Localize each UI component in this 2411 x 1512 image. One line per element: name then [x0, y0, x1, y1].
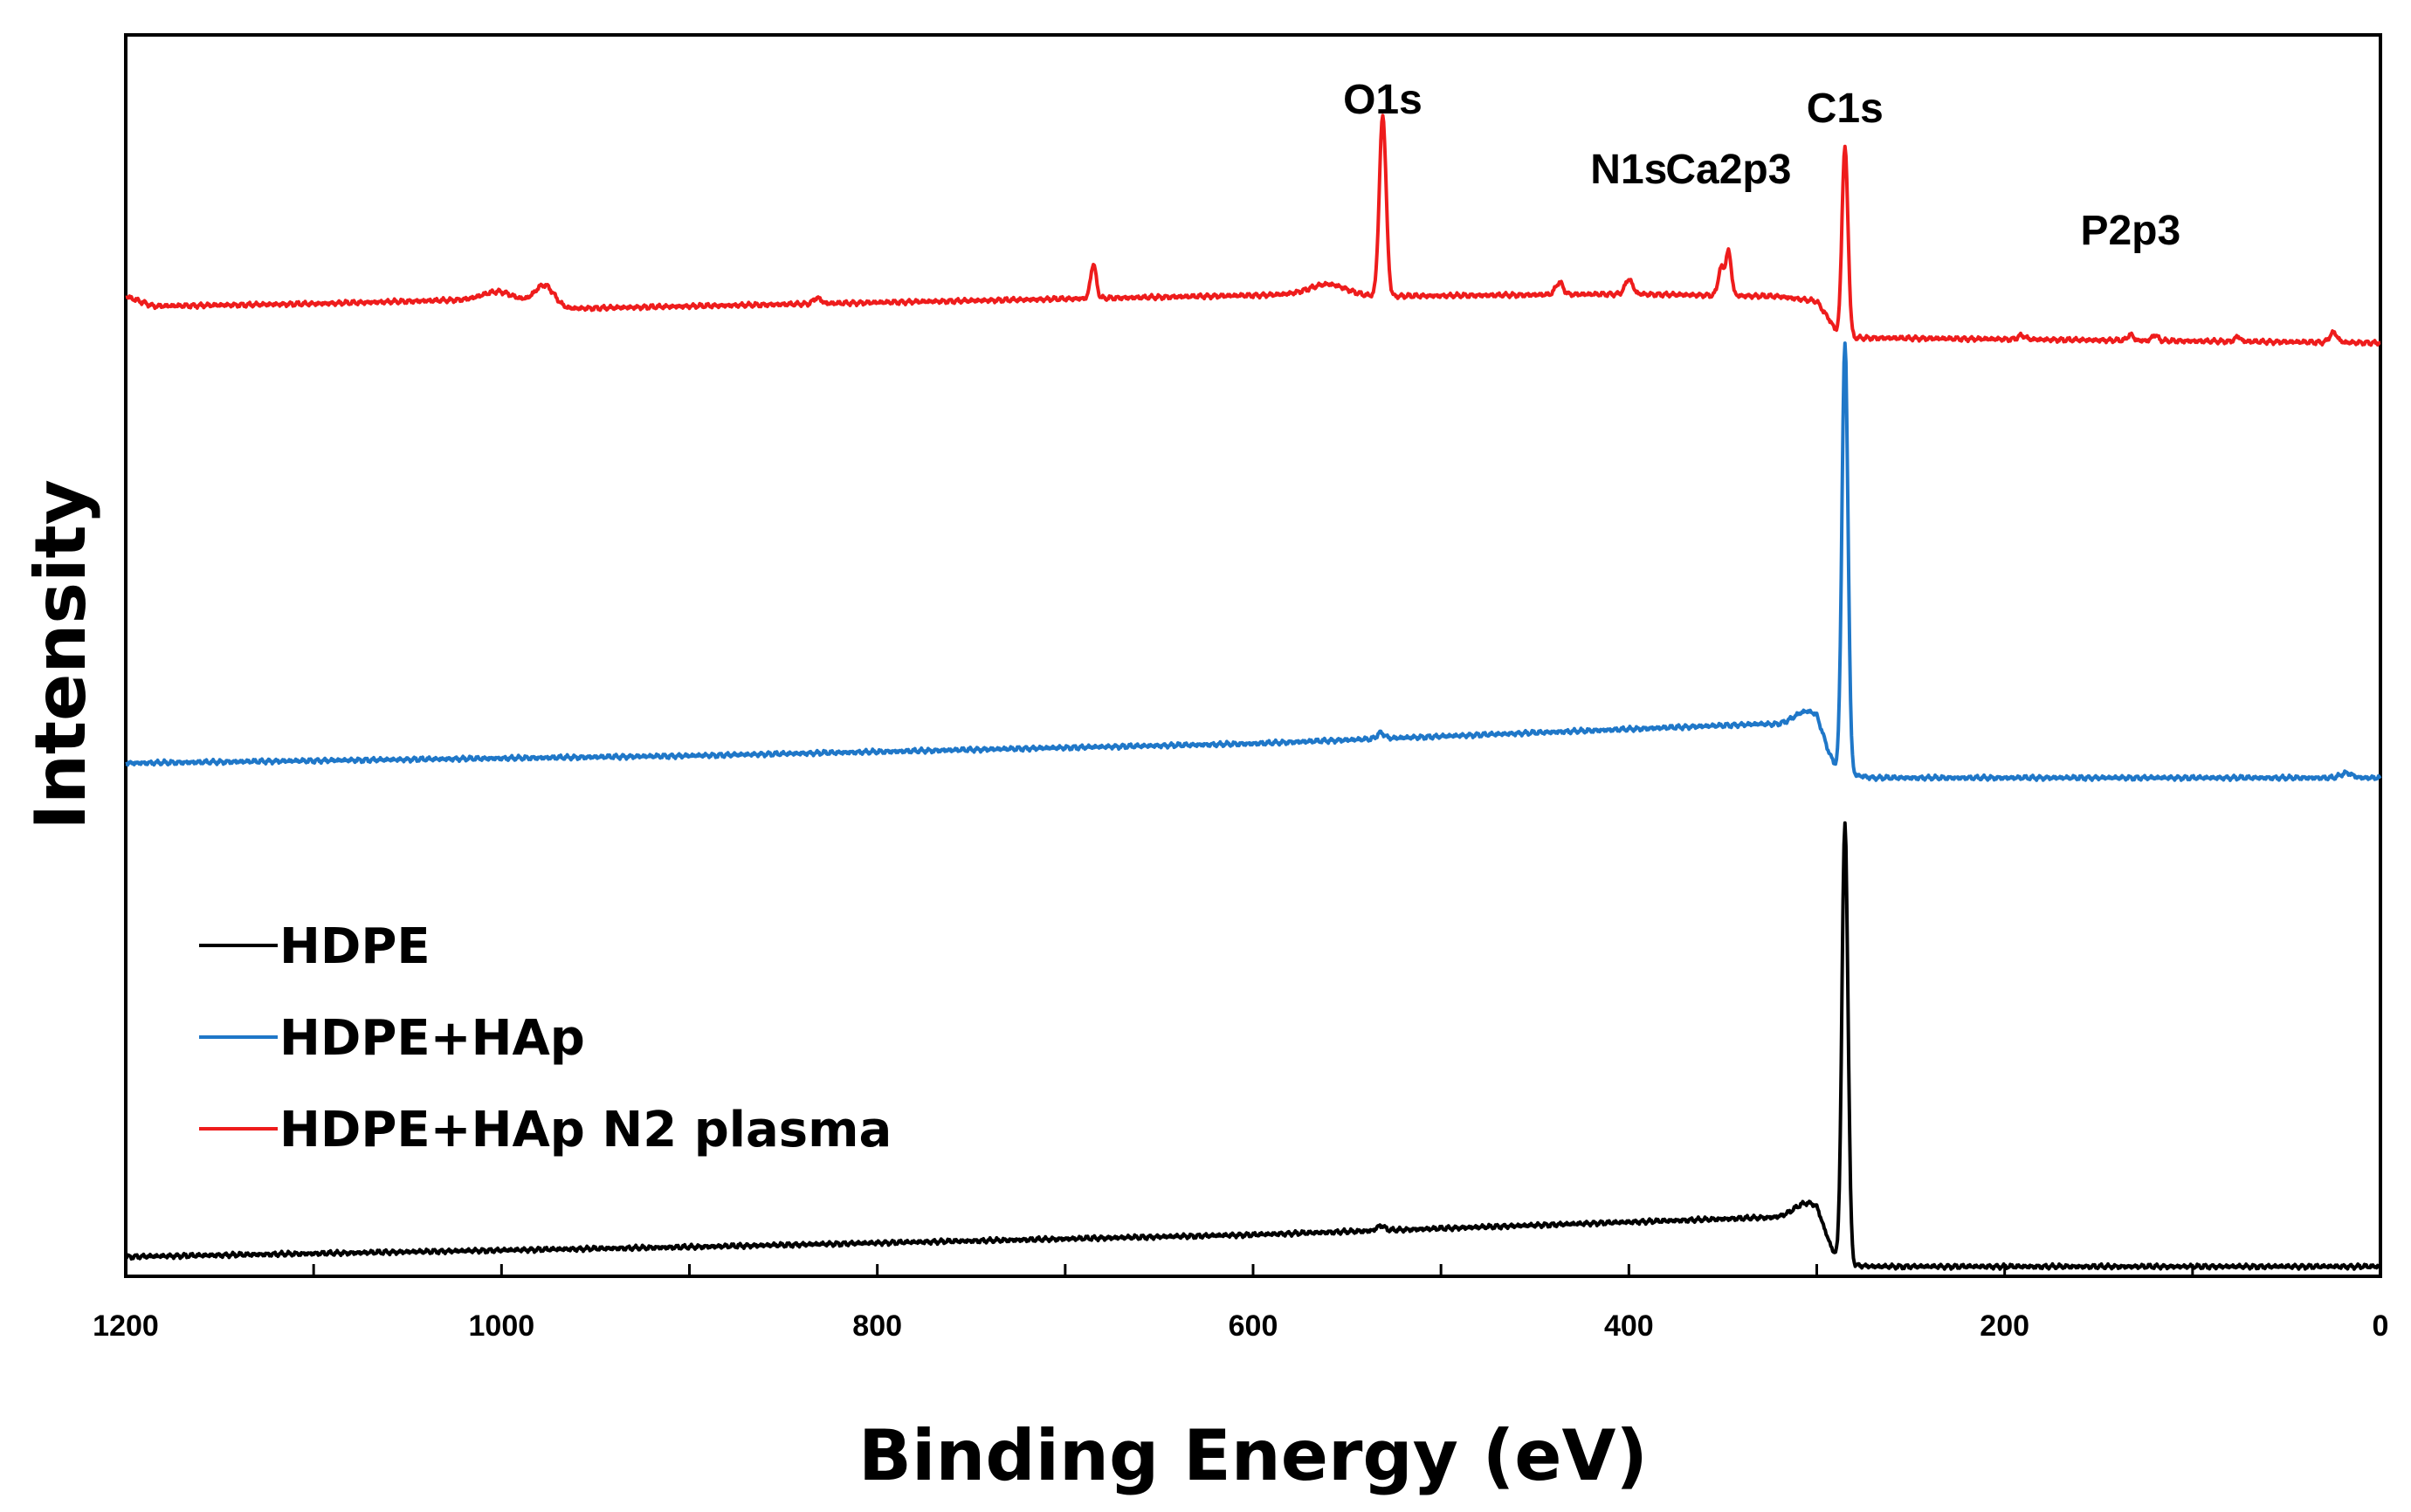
series-line-hdpe	[125, 821, 2382, 1271]
y-axis-title: Intensity	[20, 479, 101, 830]
peak-label-ca2p3: Ca2p3	[1665, 147, 1791, 193]
legend-label-hdpe-hap: HDPE+HAp	[279, 1010, 585, 1067]
x-tick-label: 200	[1980, 1309, 2029, 1343]
peak-label-c1s: C1s	[1807, 86, 1884, 132]
legend-label-hdpe-hap-n2-plasma: HDPE+HAp N2 plasma	[279, 1102, 892, 1158]
series-line-hdpe-hap-n2-plasma	[125, 113, 2381, 347]
x-tick-label: 800	[852, 1309, 902, 1343]
plot-frame	[124, 33, 2382, 1278]
x-tick-label: 1200	[93, 1309, 159, 1343]
peak-label-p2p3: P2p3	[2080, 208, 2180, 254]
x-tick-label: 0	[2373, 1309, 2389, 1343]
peak-label-o1s: O1s	[1343, 77, 1422, 123]
series-layer	[125, 113, 2382, 1271]
series-line-hdpe-hap	[125, 341, 2382, 782]
x-tick-label: 1000	[469, 1309, 535, 1343]
x-tick-label: 600	[1229, 1309, 1278, 1343]
x-axis-ticks: 1200 1000 800 600 400 200 0	[93, 1264, 2388, 1343]
legend: HDPE HDPE+HAp HDPE+HAp N2 plasma	[199, 918, 892, 1158]
peak-label-n1s: N1s	[1590, 147, 1667, 193]
x-axis-title: Binding Energy (eV)	[858, 1415, 1648, 1496]
x-tick-label: 400	[1604, 1309, 1654, 1343]
legend-label-hdpe: HDPE	[279, 918, 431, 975]
